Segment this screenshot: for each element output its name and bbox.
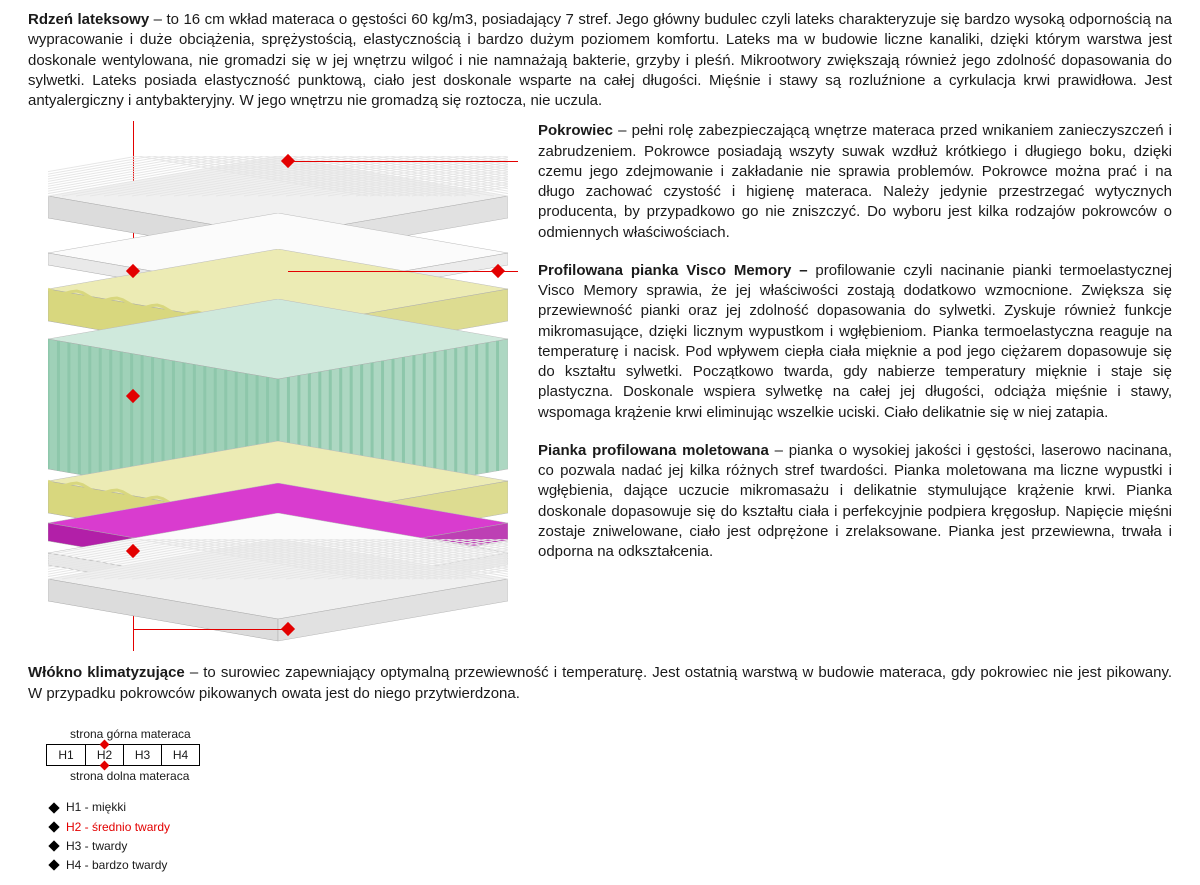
legend-top-label: strona górna materaca: [70, 726, 1172, 742]
legend-cell: H1: [47, 745, 85, 765]
pointer-horizontal-line: [133, 629, 288, 630]
legend-item: H1 - miękki: [50, 798, 1172, 817]
hardness-legend: strona górna materaca H1H2H3H4 strona do…: [28, 726, 1172, 875]
legend-item: H3 - twardy: [50, 837, 1172, 856]
legend-table: H1H2H3H4: [46, 744, 200, 766]
diamond-icon: [48, 860, 59, 871]
diamond-icon: [48, 821, 59, 832]
descriptions-column: Pokrowiec – pełni rolę zabezpieczającą w…: [538, 121, 1172, 651]
legend-list: H1 - miękkiH2 - średnio twardyH3 - tward…: [50, 798, 1172, 875]
section-latex-core: Rdzeń lateksowy – to 16 cm wkład materac…: [28, 10, 1172, 111]
mattress-diagram: [28, 121, 518, 651]
diamond-icon: [48, 802, 59, 813]
mattress-layer: [48, 539, 508, 651]
legend-cell: H2: [85, 745, 123, 765]
paragraph-cover: Pokrowiec – pełni rolę zabezpieczającą w…: [538, 121, 1172, 243]
legend-cell: H4: [161, 745, 199, 765]
body-cover: – pełni rolę zabezpieczającą wnętrze mat…: [538, 122, 1172, 240]
pointer-horizontal-line: [288, 161, 518, 162]
paragraph-visco: Profilowana pianka Visco Memory – profil…: [538, 261, 1172, 423]
paragraph-latex-core: Rdzeń lateksowy – to 16 cm wkład materac…: [28, 10, 1172, 111]
legend-item-label: H3 - twardy: [66, 837, 127, 856]
legend-bottom-label: strona dolna materaca: [70, 768, 1172, 784]
diamond-icon: [48, 841, 59, 852]
legend-item-label: H2 - średnio twardy: [66, 818, 170, 837]
diagram-column: [28, 121, 518, 651]
legend-item-label: H1 - miękki: [66, 798, 126, 817]
body-climate-fiber: – to surowiec zapewniający optymalną prz…: [28, 664, 1172, 701]
body-latex-core: – to 16 cm wkład materaca o gęstości 60 …: [28, 11, 1172, 109]
legend-item: H4 - bardzo twardy: [50, 856, 1172, 875]
title-molet: Pianka profilowana moletowana: [538, 442, 769, 459]
body-molet: – pianka o wysokiej jakości i gęstości, …: [538, 442, 1172, 560]
paragraph-molet: Pianka profilowana moletowana – pianka o…: [538, 441, 1172, 563]
section-climate-fiber: Włókno klimatyzujące – to surowiec zapew…: [28, 663, 1172, 704]
section-molet: Pianka profilowana moletowana – pianka o…: [538, 441, 1172, 563]
legend-item-label: H4 - bardzo twardy: [66, 856, 167, 875]
title-latex-core: Rdzeń lateksowy: [28, 11, 149, 28]
body-visco: profilowanie czyli nacinanie pianki term…: [538, 262, 1172, 421]
pointer-horizontal-line: [288, 271, 518, 272]
paragraph-climate-fiber: Włókno klimatyzujące – to surowiec zapew…: [28, 663, 1172, 704]
legend-item: H2 - średnio twardy: [50, 818, 1172, 837]
section-visco: Profilowana pianka Visco Memory – profil…: [538, 261, 1172, 423]
middle-row: Pokrowiec – pełni rolę zabezpieczającą w…: [28, 121, 1172, 651]
legend-cell: H3: [123, 745, 161, 765]
title-cover: Pokrowiec: [538, 122, 613, 139]
section-cover: Pokrowiec – pełni rolę zabezpieczającą w…: [538, 121, 1172, 243]
title-climate-fiber: Włókno klimatyzujące: [28, 664, 185, 681]
title-visco: Profilowana pianka Visco Memory –: [538, 262, 808, 279]
